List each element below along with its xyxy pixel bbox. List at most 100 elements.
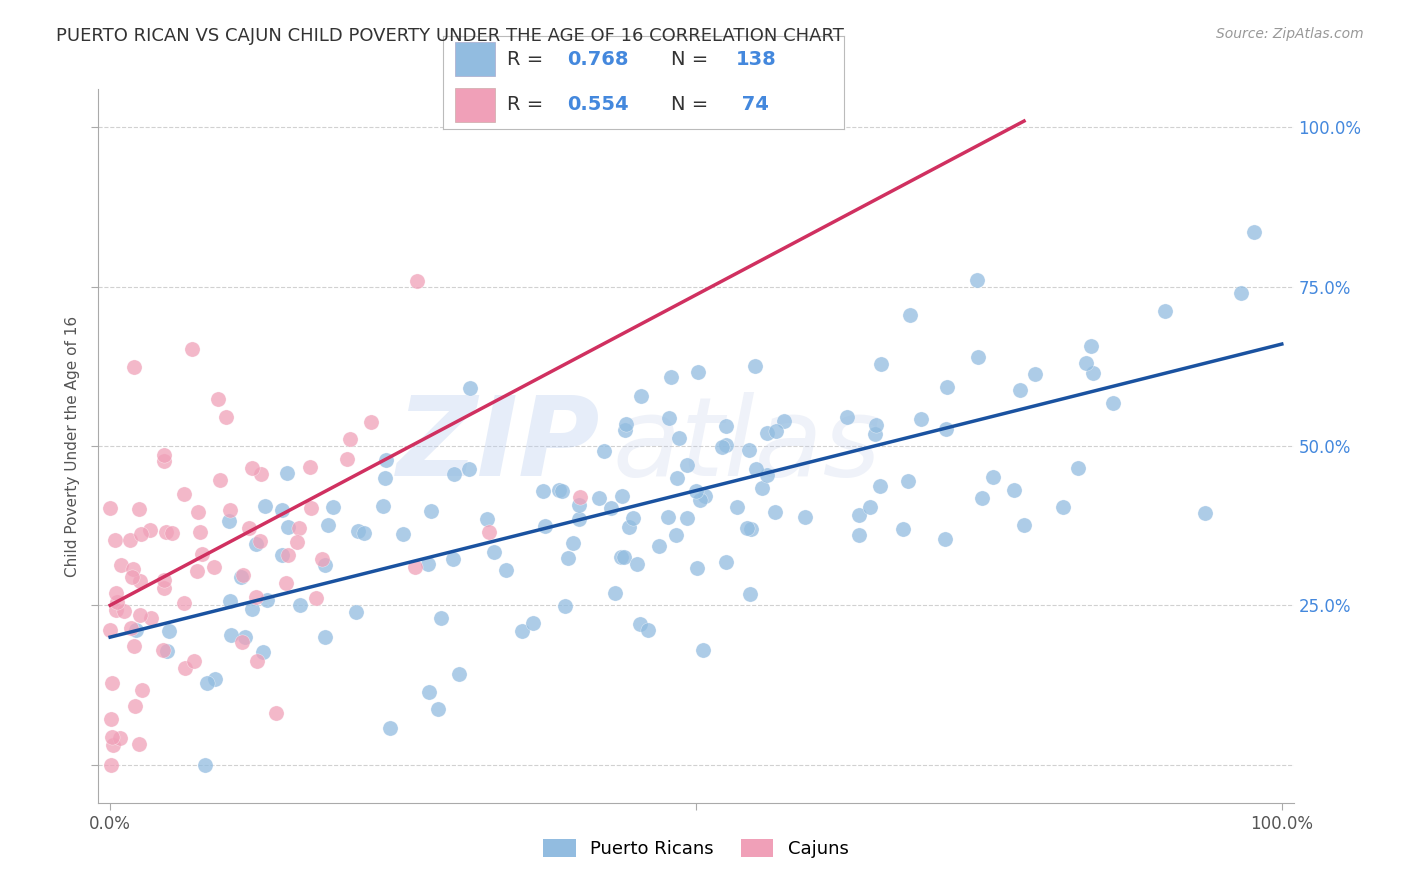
Point <box>314 630 336 644</box>
Point <box>245 537 267 551</box>
Point <box>1230 286 1253 301</box>
Point <box>314 558 336 573</box>
Point <box>765 424 787 438</box>
Point <box>264 706 287 720</box>
Point <box>298 459 321 474</box>
Point <box>139 611 162 625</box>
Text: 0.554: 0.554 <box>567 95 628 114</box>
Point <box>430 611 453 625</box>
Point <box>657 509 679 524</box>
Point <box>207 392 229 406</box>
Point <box>131 683 153 698</box>
Point <box>531 483 554 498</box>
Point <box>740 522 762 536</box>
Point <box>613 423 636 437</box>
Point <box>375 453 398 467</box>
Point <box>344 605 367 619</box>
Point <box>725 500 748 515</box>
Point <box>128 737 150 751</box>
Point <box>619 520 641 534</box>
Point <box>763 505 786 519</box>
Point <box>628 617 651 632</box>
Point <box>100 757 122 772</box>
Point <box>153 574 176 588</box>
Point <box>869 479 891 493</box>
Point <box>510 624 533 639</box>
Point <box>1002 483 1025 497</box>
Point <box>869 357 891 371</box>
Text: N =: N = <box>671 95 714 114</box>
Point <box>676 458 699 472</box>
Point <box>404 560 426 574</box>
Point <box>554 599 576 613</box>
Point <box>685 483 707 498</box>
Point <box>287 520 309 534</box>
Point <box>105 586 128 600</box>
Point <box>1081 366 1104 380</box>
Point <box>318 517 340 532</box>
Text: Source: ZipAtlas.com: Source: ZipAtlas.com <box>1216 27 1364 41</box>
Point <box>360 415 382 429</box>
Point <box>427 702 450 716</box>
Bar <box>456 42 495 76</box>
Point <box>405 274 427 288</box>
Point <box>231 635 253 649</box>
Point <box>1012 517 1035 532</box>
Point <box>910 412 932 426</box>
Point <box>891 522 914 536</box>
Point <box>658 411 681 425</box>
Point <box>98 623 121 637</box>
Text: atlas: atlas <box>613 392 882 500</box>
Point <box>156 643 179 657</box>
Point <box>1194 506 1216 520</box>
Point <box>322 500 344 514</box>
Point <box>593 443 616 458</box>
Y-axis label: Child Poverty Under the Age of 16: Child Poverty Under the Age of 16 <box>65 316 80 576</box>
Point <box>692 643 714 657</box>
Point <box>139 523 162 537</box>
Point <box>274 575 297 590</box>
Point <box>1067 461 1090 475</box>
Point <box>689 493 711 508</box>
Point <box>612 489 634 503</box>
Point <box>1080 339 1102 353</box>
Point <box>190 547 212 561</box>
Point <box>714 419 737 434</box>
Point <box>751 481 773 495</box>
Point <box>311 551 333 566</box>
Point <box>793 509 815 524</box>
Point <box>173 487 195 501</box>
Point <box>1074 356 1097 370</box>
Point <box>557 550 579 565</box>
Point <box>626 557 648 571</box>
Bar <box>456 88 495 122</box>
Point <box>599 500 621 515</box>
Point <box>353 526 375 541</box>
Point <box>744 359 766 374</box>
Point <box>180 342 202 356</box>
Point <box>482 545 505 559</box>
Point <box>235 630 257 644</box>
Point <box>252 645 274 659</box>
Text: 74: 74 <box>735 95 769 114</box>
Point <box>686 561 709 575</box>
Point <box>374 471 396 485</box>
Point <box>621 511 644 525</box>
Point <box>744 462 766 476</box>
Point <box>339 433 361 447</box>
Point <box>1102 395 1125 409</box>
Point <box>588 491 610 505</box>
Point <box>666 471 689 485</box>
Point <box>125 623 148 637</box>
Point <box>218 502 240 516</box>
Point <box>738 442 761 457</box>
Point <box>637 624 659 638</box>
Point <box>285 535 308 549</box>
Point <box>186 565 208 579</box>
Point <box>714 438 737 452</box>
Point <box>1154 304 1177 318</box>
Point <box>153 581 176 595</box>
Text: 0.768: 0.768 <box>567 50 628 69</box>
Point <box>458 462 481 476</box>
Point <box>458 381 481 395</box>
